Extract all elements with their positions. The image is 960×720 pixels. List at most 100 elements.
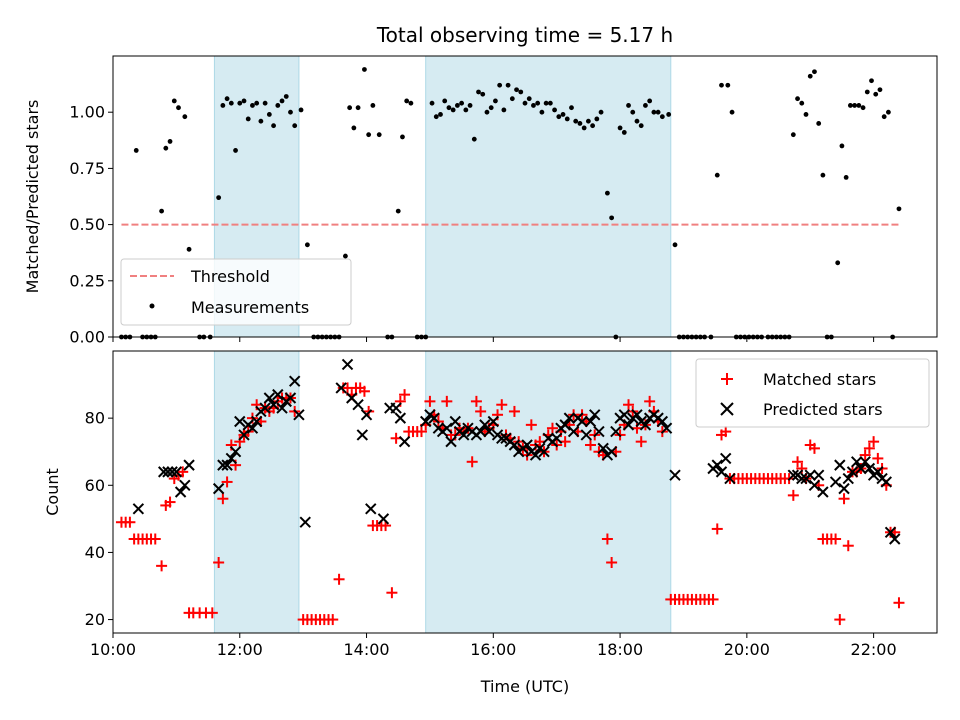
legend-measurements-label: Measurements <box>191 298 309 317</box>
measurement-point <box>560 112 566 117</box>
y-tick-label: 0.75 <box>69 159 105 178</box>
predicted-star-point <box>263 392 276 404</box>
measurement-point <box>719 82 724 88</box>
measurement-point <box>355 105 361 111</box>
measurement-point <box>843 174 849 180</box>
predicted-star-point <box>622 419 635 431</box>
measurement-point <box>626 103 631 108</box>
legend-matched-stars-symbol <box>721 373 733 385</box>
predicted-star-point <box>817 486 829 498</box>
matched-star-point <box>711 523 723 535</box>
matched-star-point <box>217 493 229 505</box>
predicted-star-point <box>846 466 859 478</box>
matched-star-point <box>720 426 732 438</box>
matched-star-point <box>327 614 339 626</box>
measurement-point <box>886 109 891 115</box>
predicted-star-point <box>829 476 842 488</box>
predicted-star-point <box>863 462 876 475</box>
matched-star-point <box>863 442 875 454</box>
measurement-point <box>476 89 481 95</box>
matched-star-point <box>872 452 884 464</box>
ratio-panel: 0.00 0.25 0.50 0.75 1.00 Total observing tim… <box>23 23 938 347</box>
measurement-point <box>454 103 460 108</box>
measurement-point <box>171 98 177 104</box>
measurement-point <box>237 100 243 106</box>
measurement-point <box>725 82 731 88</box>
measurement-point <box>233 148 238 153</box>
x-tick-label: 22:00 <box>851 640 897 659</box>
predicted-star-point <box>812 469 825 481</box>
predicted-star-point <box>335 382 347 394</box>
predicted-star-point <box>851 456 863 468</box>
predicted-star-point <box>352 399 364 411</box>
measurement-point <box>531 103 536 108</box>
measurement-point <box>283 94 289 99</box>
predicted-star-point <box>267 399 280 411</box>
measurement-point <box>714 172 720 178</box>
measurement-point <box>847 103 853 108</box>
predicted-star-point <box>428 412 440 424</box>
x-tick-label: 12:00 <box>217 640 263 659</box>
predicted-star-point <box>872 466 884 478</box>
measurement-point <box>488 105 494 111</box>
predicted-star-point <box>299 516 311 528</box>
matched-star-point <box>213 557 225 568</box>
predicted-star-point <box>563 412 576 424</box>
predicted-star-point <box>605 446 618 458</box>
measurement-point <box>228 100 234 106</box>
predicted-star-point <box>272 388 284 401</box>
predicted-star-point <box>639 419 652 431</box>
ratio-panel-y-axis-label: Matched/Predicted stars <box>23 100 42 294</box>
predicted-star-point <box>356 429 369 441</box>
predicted-star-point <box>550 432 563 444</box>
y-tick-label: 80 <box>85 409 105 428</box>
predicted-star-point <box>567 425 580 438</box>
predicted-star-point <box>250 415 263 428</box>
measurement-point <box>370 103 376 108</box>
predicted-star-point <box>246 422 259 434</box>
predicted-star-point <box>796 472 808 485</box>
predicted-star-point <box>660 422 673 434</box>
x-tick-label: 10:00 <box>90 640 136 659</box>
measurement-point <box>254 100 260 106</box>
predicted-star-point <box>483 425 495 438</box>
matched-star-point <box>124 516 136 528</box>
matched-star-point <box>206 607 218 619</box>
matched-star-point <box>424 395 436 407</box>
measurement-point <box>869 78 874 84</box>
predicted-star-point <box>538 446 550 458</box>
measurement-point <box>167 139 173 144</box>
measurement-point <box>298 107 304 113</box>
predicted-star-point <box>508 439 521 451</box>
measurement-point <box>224 96 230 102</box>
measurement-point <box>471 136 477 142</box>
measurement-point <box>609 215 615 221</box>
matched-star-point <box>623 399 635 411</box>
measurement-point <box>873 91 879 97</box>
measurement-point <box>176 105 181 111</box>
measurement-point <box>590 123 596 129</box>
measurement-point <box>182 114 188 120</box>
predicted-star-point <box>225 452 238 465</box>
count-panel-frame <box>112 350 938 634</box>
measurement-point <box>820 172 826 178</box>
matched-star-point <box>333 573 345 585</box>
x-tick-label: 16:00 <box>470 640 516 659</box>
y-tick-label: 1.00 <box>69 103 105 122</box>
predicted-star-point <box>838 482 850 495</box>
matched-star-point <box>830 533 842 545</box>
measurement-point <box>864 89 870 95</box>
count-panel-legend: Matched stars Predicted stars <box>695 358 930 428</box>
matched-star-point <box>415 426 427 438</box>
measurement-point <box>186 246 192 252</box>
y-tick-label: 40 <box>85 543 105 562</box>
shaded-interval-1 <box>425 350 672 634</box>
predicted-star-point <box>669 469 681 481</box>
matched-star-point <box>868 436 880 448</box>
measurement-point <box>433 114 439 120</box>
measurement-point <box>630 109 636 115</box>
measurement-point <box>509 96 515 102</box>
measurement-point <box>480 91 486 97</box>
measurement-point <box>467 103 473 108</box>
predicted-star-point <box>880 476 892 488</box>
